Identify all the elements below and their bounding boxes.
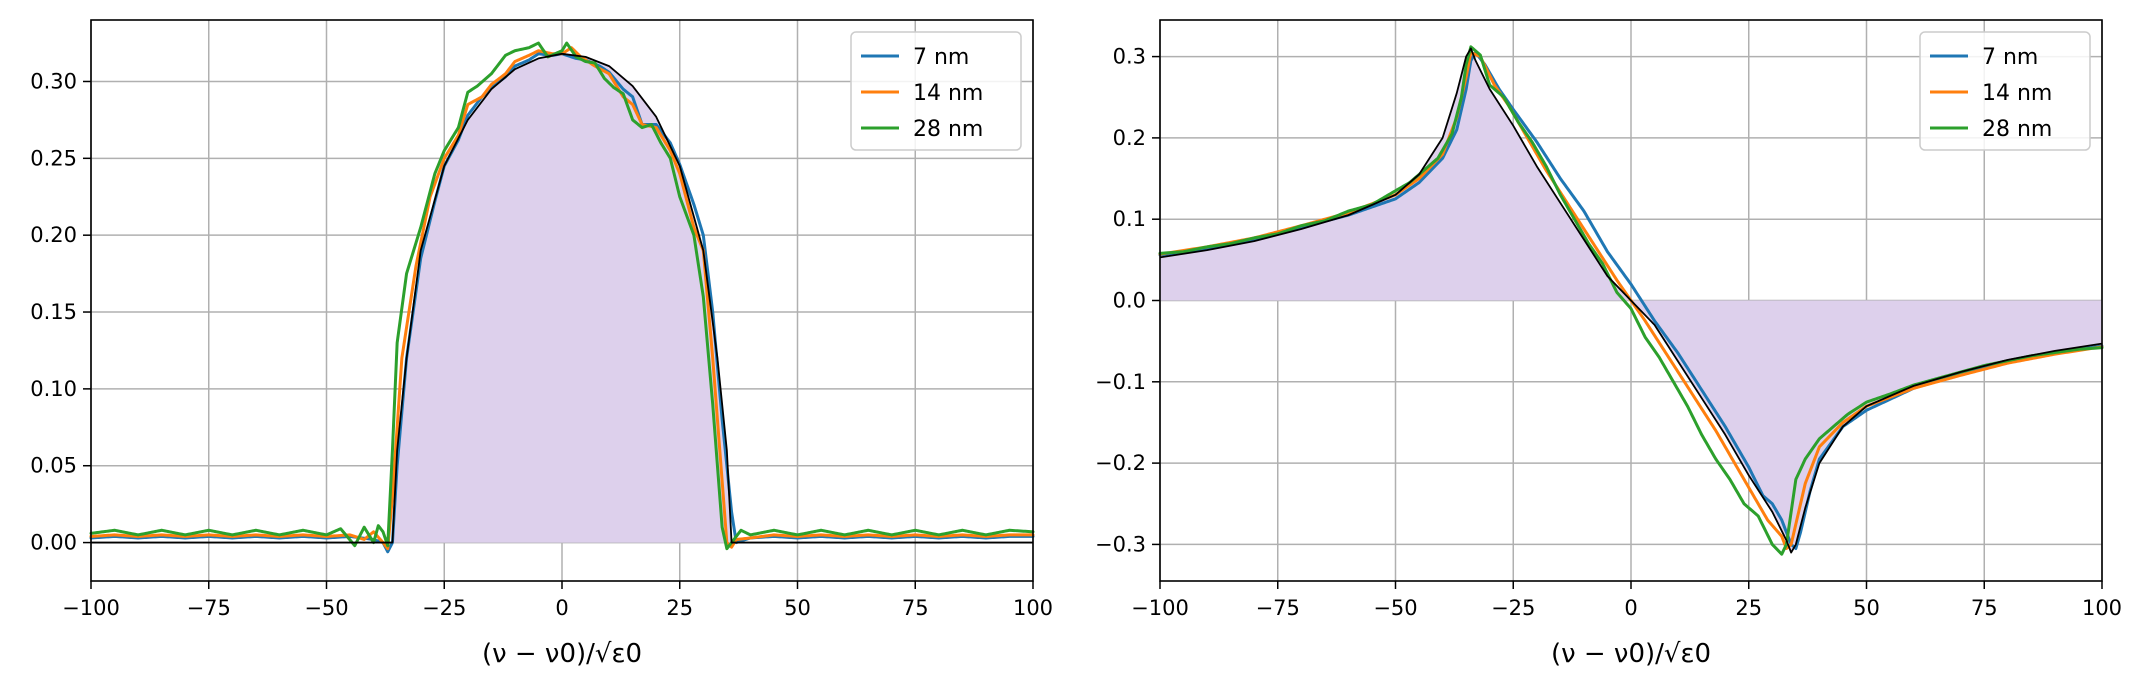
right-chart-x-tick-label: 25 xyxy=(1735,596,1762,620)
right-chart-x-tick-label: −25 xyxy=(1491,596,1535,620)
right-chart-x-tick-label: 75 xyxy=(1971,596,1998,620)
right-chart-x-tick-label: 0 xyxy=(1624,596,1637,620)
left-chart-y-tick-label: 0.05 xyxy=(30,454,77,478)
right-chart-x-tick-label: −50 xyxy=(1373,596,1417,620)
right-chart-legend-label: 14 nm xyxy=(1982,81,2052,106)
left-chart-x-tick-label: −75 xyxy=(187,596,231,620)
left-chart-y-tick-label: 0.20 xyxy=(30,223,77,247)
right-chart-y-tick-label: −0.3 xyxy=(1095,532,1146,556)
right-chart-y-tick-label: 0.2 xyxy=(1113,126,1146,150)
left-chart-x-tick-label: 100 xyxy=(1013,596,1053,620)
left-chart-y-tick-label: 0.30 xyxy=(30,69,77,93)
right-chart-y-tick-label: −0.2 xyxy=(1095,451,1146,475)
right-chart-x-tick-label: 100 xyxy=(2082,596,2122,620)
right-chart-y-tick-label: 0.0 xyxy=(1113,289,1146,313)
left-chart-x-tick-label: −25 xyxy=(422,596,466,620)
left-chart-legend-label: 14 nm xyxy=(913,81,983,106)
right-chart-x-tick-label: −75 xyxy=(1256,596,1300,620)
right-chart-series xyxy=(1158,45,2104,556)
right-chart-legend-label: 7 nm xyxy=(1982,45,2038,70)
left-chart-reference-fill xyxy=(91,53,1033,543)
right-chart-y-tick-label: 0.1 xyxy=(1113,207,1146,231)
left-chart-legend-label: 28 nm xyxy=(913,117,983,142)
right-chart-x-tick-label: −100 xyxy=(1131,596,1189,620)
left-chart-fill xyxy=(91,53,1033,543)
right-chart-y-tick-label: −0.1 xyxy=(1095,370,1146,394)
left-chart-y-tick-label: 0.15 xyxy=(30,300,77,324)
left-chart-legend-box xyxy=(850,31,1022,151)
left-chart-x-tick-label: −50 xyxy=(304,596,348,620)
left-chart-x-axis-label: (ν − ν0)/√ε0 xyxy=(482,639,642,669)
right-chart-reference-line xyxy=(1159,47,2103,554)
left-chart-series xyxy=(89,41,1035,554)
right-chart-legend-label: 28 nm xyxy=(1982,117,2052,142)
left-chart-legend: 7 nm 14 nm 28 nm xyxy=(850,31,1022,151)
left-chart-y-tick-label: 0.25 xyxy=(30,146,77,170)
right-chart: −100 −75 −50 −25 0 25 50 75 100 −0.3 −0.2 −0.1 0.0 0.… xyxy=(1095,19,2122,669)
left-chart-x-tick-label: 50 xyxy=(784,596,811,620)
left-chart-legend-label: 7 nm xyxy=(913,45,969,70)
right-chart-x-axis-label: (ν − ν0)/√ε0 xyxy=(1551,639,1711,669)
right-chart-y-tick-label: 0.3 xyxy=(1113,45,1146,69)
left-chart-y-tick-label: 0.10 xyxy=(30,377,77,401)
left-chart-x-tick-label: 75 xyxy=(902,596,929,620)
left-chart-x-tick-label: −100 xyxy=(62,596,120,620)
left-chart-series-line-28-nm xyxy=(89,41,1035,551)
left-chart-reference-line xyxy=(91,52,1033,544)
left-chart-x-tick-label: 0 xyxy=(555,596,568,620)
left-chart-x-tick-label: 25 xyxy=(666,596,693,620)
right-chart-legend-box xyxy=(1919,31,2091,151)
left-chart-ticks: −100 −75 −50 −25 0 25 50 75 100 0.00 0.05 0.10 0.15 0… xyxy=(30,69,1053,620)
right-chart-ticks: −100 −75 −50 −25 0 25 50 75 100 −0.3 −0.2 −0.1 0.0 0.… xyxy=(1095,45,2122,620)
right-chart-x-tick-label: 50 xyxy=(1853,596,1880,620)
left-chart-y-tick-label: 0.00 xyxy=(30,531,77,555)
right-chart-legend: 7 nm 14 nm 28 nm xyxy=(1919,31,2091,151)
left-chart: −100 −75 −50 −25 0 25 50 75 100 0.00 0.05 0.10 0.15 0… xyxy=(30,19,1053,669)
